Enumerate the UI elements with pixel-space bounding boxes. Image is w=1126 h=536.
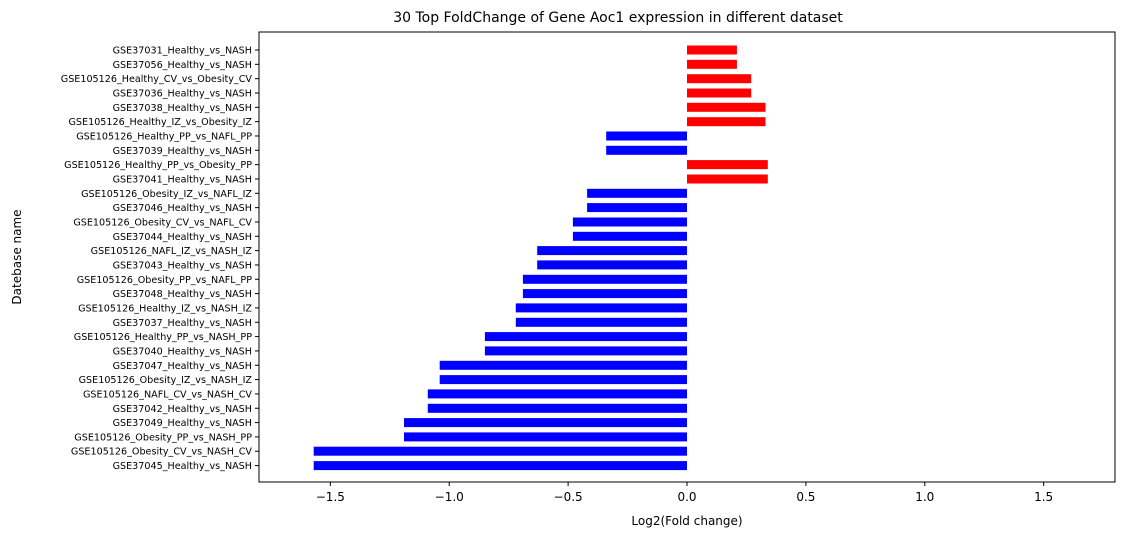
bar-13 <box>572 217 687 227</box>
y-tick-label-21: GSE105126_Healthy_PP_vs_NASH_PP <box>74 332 252 343</box>
y-tick-label-26: GSE37042_Healthy_vs_NASH <box>113 404 252 415</box>
bar-10 <box>687 174 768 184</box>
bar-11 <box>587 188 687 198</box>
y-tick-label-13: GSE105126_Obesity_CV_vs_NAFL_CV <box>73 217 252 228</box>
bar-26 <box>427 403 687 413</box>
bar-30 <box>313 461 687 471</box>
bar-5 <box>687 102 766 112</box>
bar-14 <box>572 231 687 241</box>
y-tick-label-28: GSE105126_Obesity_PP_vs_NASH_PP <box>74 432 252 443</box>
bar-8 <box>606 145 687 155</box>
bar-7 <box>606 131 687 141</box>
y-tick-label-14: GSE37044_Healthy_vs_NASH <box>113 232 252 243</box>
x-tick-label-7: 1.5 <box>1034 490 1053 504</box>
bar-19 <box>515 303 687 313</box>
y-tick-label-24: GSE105126_Obesity_IZ_vs_NASH_IZ <box>79 375 253 386</box>
y-tick-label-15: GSE105126_NAFL_IZ_vs_NASH_IZ <box>91 246 253 257</box>
y-tick-label-12: GSE37046_Healthy_vs_NASH <box>113 203 252 214</box>
x-axis-ticks: −1.5 −1.0 −0.5 0.0 0.5 1.0 1.5 <box>316 482 1053 504</box>
y-tick-label-18: GSE37048_Healthy_vs_NASH <box>113 289 252 300</box>
x-tick-label-6: 1.0 <box>915 490 934 504</box>
y-tick-label-30: GSE37045_Healthy_vs_NASH <box>113 461 252 472</box>
bar-6 <box>687 117 766 127</box>
bar-3 <box>687 74 752 84</box>
y-tick-label-10: GSE37041_Healthy_vs_NASH <box>113 174 252 185</box>
bar-1 <box>687 45 737 55</box>
y-tick-label-7: GSE105126_Healthy_PP_vs_NAFL_PP <box>76 131 252 142</box>
y-tick-label-11: GSE105126_Obesity_IZ_vs_NAFL_IZ <box>81 189 252 200</box>
bar-9 <box>687 160 768 170</box>
y-tick-label-17: GSE105126_Obesity_PP_vs_NAFL_PP <box>77 275 252 286</box>
y-tick-label-27: GSE37049_Healthy_vs_NASH <box>113 418 252 429</box>
x-tick-label-4: 0.0 <box>677 490 696 504</box>
y-tick-label-20: GSE37037_Healthy_vs_NASH <box>113 318 252 329</box>
bar-23 <box>439 360 687 370</box>
bar-25 <box>427 389 687 399</box>
y-tick-label-9: GSE105126_Healthy_PP_vs_Obesity_PP <box>64 160 252 171</box>
bar-29 <box>313 446 687 456</box>
bar-21 <box>484 332 687 342</box>
y-axis-ticks: GSE37031_Healthy_vs_NASH GSE37056_Healthy… <box>61 46 259 472</box>
bar-15 <box>537 246 687 256</box>
chart-title: 30 Top FoldChange of Gene Aoc1 expressio… <box>393 10 843 26</box>
y-tick-label-23: GSE37047_Healthy_vs_NASH <box>113 361 252 372</box>
y-tick-label-19: GSE105126_Healthy_IZ_vs_NASH_IZ <box>78 303 252 314</box>
y-tick-label-22: GSE37040_Healthy_vs_NASH <box>113 346 252 357</box>
bar-16 <box>537 260 687 270</box>
x-tick-label-2: −1.0 <box>435 490 464 504</box>
y-tick-label-25: GSE105126_NAFL_CV_vs_NASH_CV <box>83 389 252 400</box>
y-tick-label-5: GSE37038_Healthy_vs_NASH <box>113 103 252 114</box>
bar-22 <box>484 346 687 356</box>
x-axis-label: Log2(Fold change) <box>631 514 742 528</box>
x-tick-label-5: 0.5 <box>796 490 815 504</box>
y-axis-label: Datebase name <box>10 209 24 304</box>
bar-24 <box>439 375 687 385</box>
bar-2 <box>687 59 737 69</box>
bar-27 <box>404 418 687 428</box>
y-tick-label-29: GSE105126_Obesity_CV_vs_NASH_CV <box>71 447 253 458</box>
bar-4 <box>687 88 752 98</box>
x-tick-label-1: −1.5 <box>316 490 345 504</box>
plot-area-frame <box>258 31 1116 483</box>
bar-28 <box>404 432 687 442</box>
x-tick-label-3: −0.5 <box>554 490 583 504</box>
y-tick-label-3: GSE105126_Healthy_CV_vs_Obesity_CV <box>61 74 253 85</box>
y-tick-label-6: GSE105126_Healthy_IZ_vs_Obesity_IZ <box>69 117 253 128</box>
bar-12 <box>587 203 687 213</box>
bar-20 <box>515 317 687 327</box>
bar-17 <box>522 274 687 284</box>
y-tick-label-2: GSE37056_Healthy_vs_NASH <box>113 60 252 71</box>
y-tick-label-16: GSE37043_Healthy_vs_NASH <box>113 260 252 271</box>
y-tick-label-4: GSE37036_Healthy_vs_NASH <box>113 88 252 99</box>
y-tick-label-8: GSE37039_Healthy_vs_NASH <box>113 146 252 157</box>
bars-group <box>313 45 768 471</box>
y-tick-label-1: GSE37031_Healthy_vs_NASH <box>113 46 252 57</box>
bar-18 <box>522 289 687 299</box>
